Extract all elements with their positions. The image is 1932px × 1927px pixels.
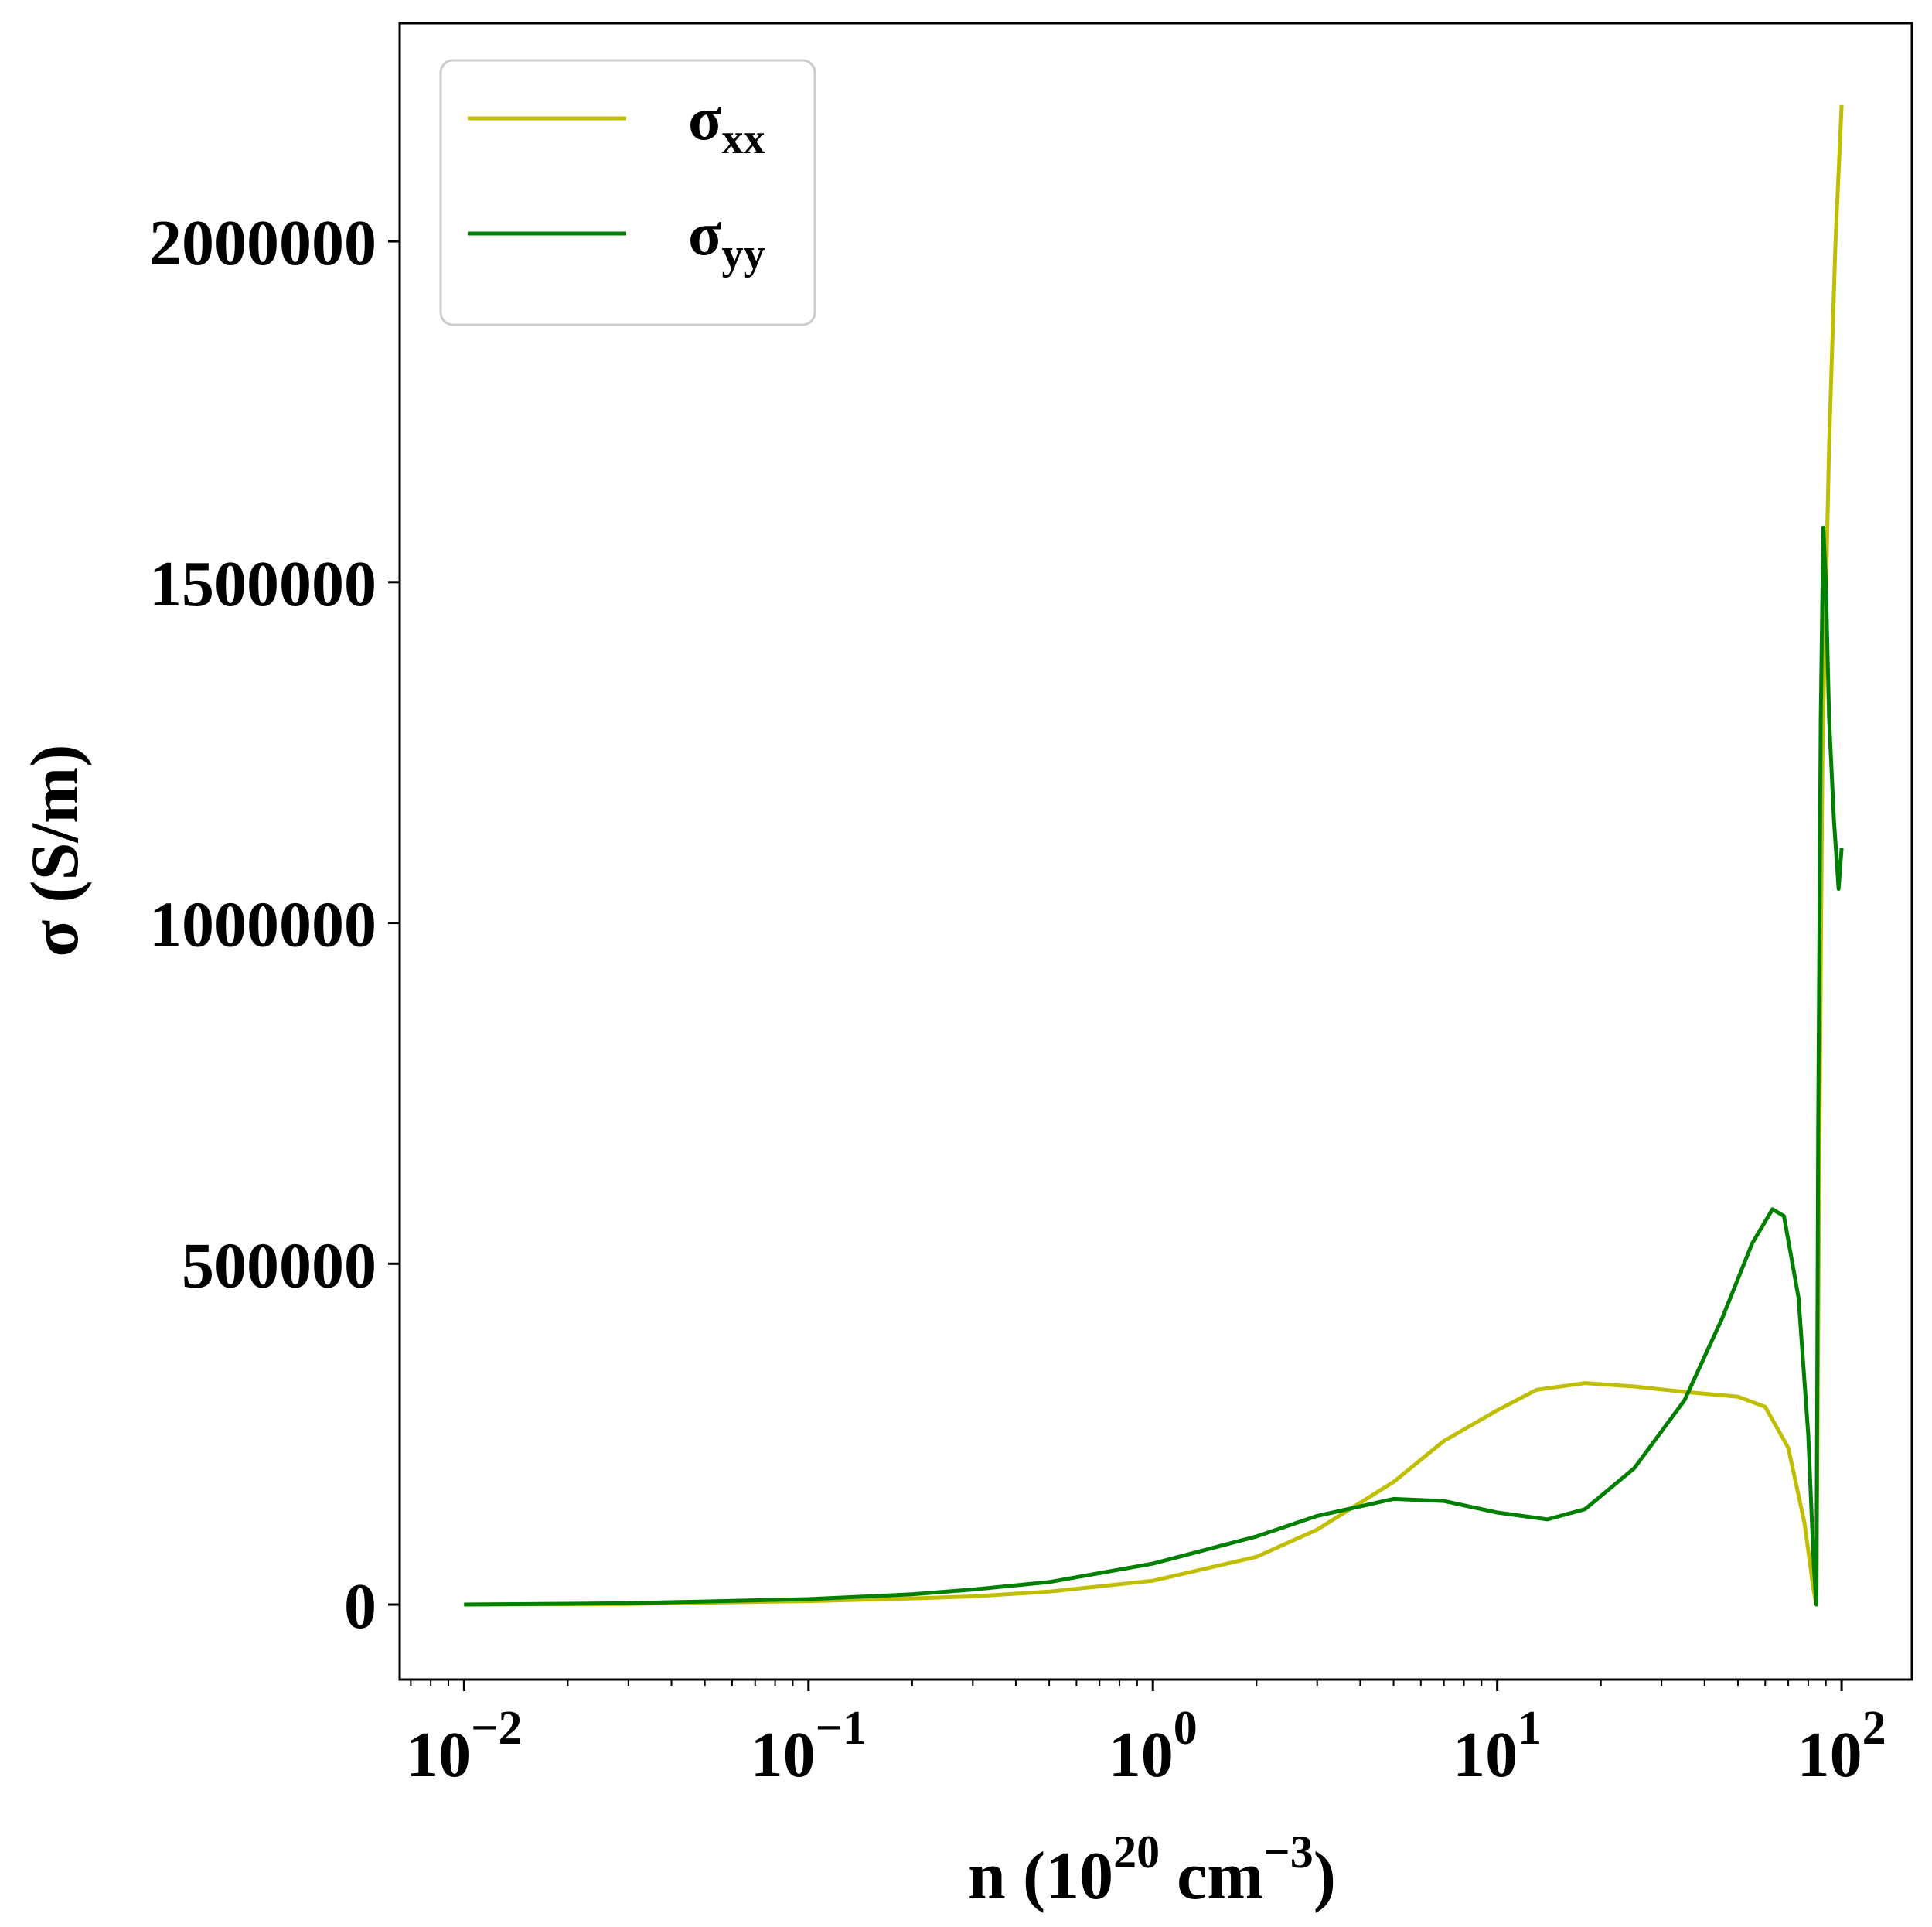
- y-axis-label: σ (S/m): [18, 744, 93, 957]
- x-tick-label: 101: [1453, 1702, 1542, 1791]
- legend-entry-sigma-xx: σxx: [688, 85, 765, 163]
- legend: σxx σyy: [439, 59, 816, 326]
- y-tick-label: 500000: [182, 1230, 377, 1301]
- x-axis-label: n (1020 cm−3): [968, 1826, 1336, 1914]
- y-axis-ticks: 0 500000 1000000 1500000 2000000: [149, 207, 400, 1642]
- y-tick-label: 1000000: [149, 889, 377, 961]
- x-tick-label: 100: [1109, 1702, 1198, 1791]
- series-line-sigma-yy: [464, 525, 1844, 1607]
- y-tick-label: 1500000: [149, 548, 377, 620]
- y-tick-label: 0: [344, 1571, 377, 1642]
- x-tick-label: 102: [1797, 1702, 1886, 1791]
- x-tick-label: 10−2: [406, 1702, 522, 1791]
- legend-entry-sigma-yy: σyy: [688, 200, 765, 278]
- y-tick-label: 2000000: [149, 207, 377, 279]
- x-tick-label: 10−1: [751, 1702, 867, 1791]
- series-line-sigma-xx: [464, 104, 1844, 1607]
- plot-area: [464, 104, 1844, 1607]
- x-axis-ticks: 10−2 10−1 100 101 102: [406, 1680, 1886, 1791]
- plot-frame: [398, 22, 1913, 1681]
- legend-box: [439, 59, 816, 326]
